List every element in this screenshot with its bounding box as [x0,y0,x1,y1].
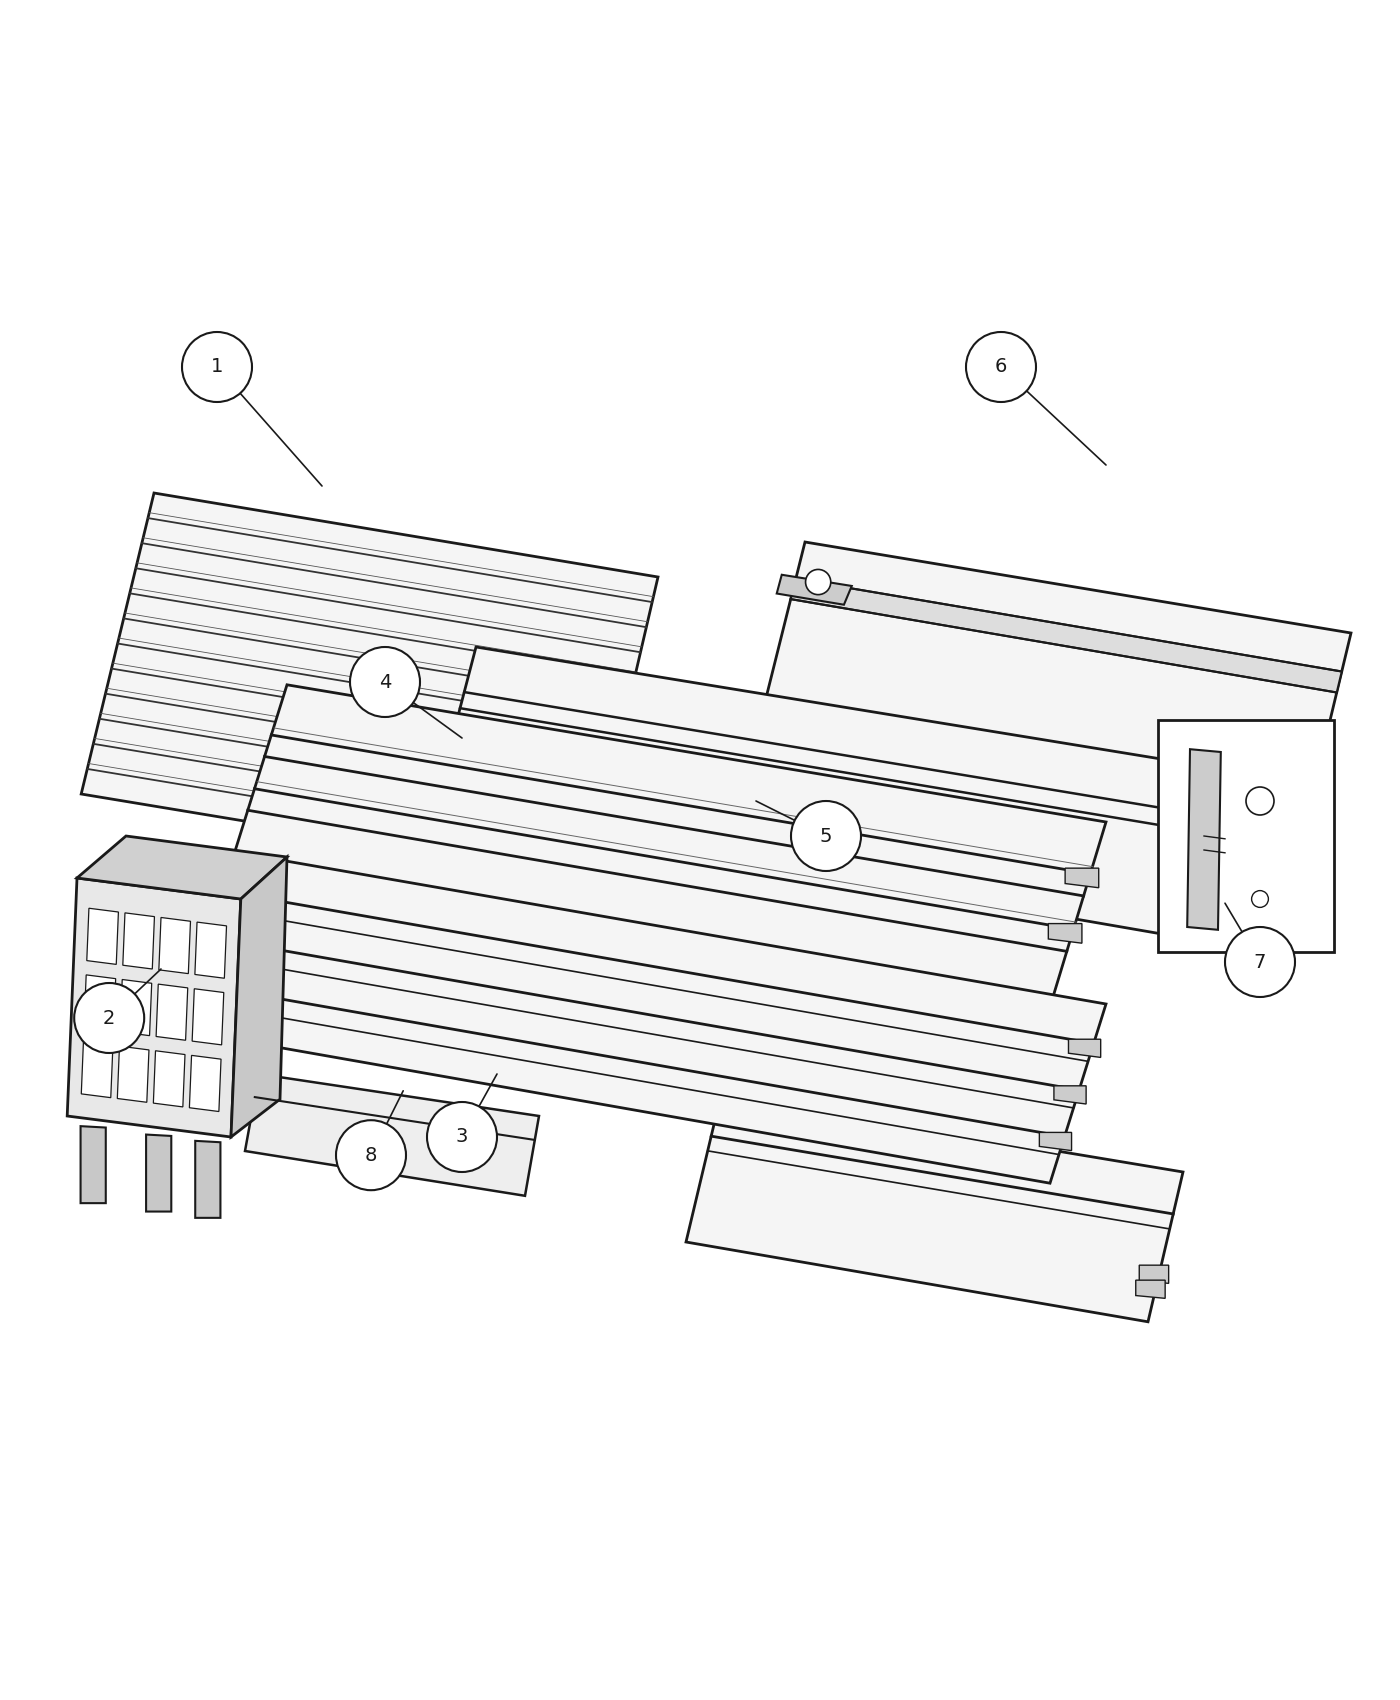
Polygon shape [118,1046,148,1102]
Circle shape [350,648,420,717]
Text: 5: 5 [820,826,832,845]
Text: 4: 4 [379,673,391,692]
Circle shape [336,1120,406,1190]
Polygon shape [1168,808,1200,826]
Polygon shape [231,685,1106,1006]
FancyBboxPatch shape [1158,719,1334,952]
Polygon shape [1054,1086,1086,1103]
Polygon shape [158,918,190,974]
Polygon shape [195,1141,220,1217]
Polygon shape [154,1051,185,1107]
Polygon shape [1049,923,1082,944]
Polygon shape [763,542,1351,807]
Polygon shape [81,493,658,877]
Polygon shape [192,989,224,1046]
Polygon shape [231,857,287,1137]
Polygon shape [87,908,119,964]
Circle shape [966,332,1036,401]
Polygon shape [146,1134,171,1212]
Polygon shape [1135,1280,1165,1299]
Circle shape [805,570,830,595]
Polygon shape [81,1125,106,1204]
Polygon shape [434,648,1204,933]
Text: 3: 3 [456,1127,468,1146]
Polygon shape [777,575,851,605]
Polygon shape [1299,753,1329,768]
Polygon shape [77,836,287,899]
Text: 8: 8 [365,1146,377,1165]
Polygon shape [84,974,116,1030]
Polygon shape [195,921,227,978]
Text: 6: 6 [995,357,1007,376]
Circle shape [427,1102,497,1171]
Circle shape [74,983,144,1052]
Polygon shape [81,1042,113,1098]
Polygon shape [120,979,151,1035]
Polygon shape [1039,1132,1071,1151]
Text: 2: 2 [104,1008,115,1027]
Polygon shape [231,862,1106,1183]
Text: 7: 7 [1254,952,1266,971]
Polygon shape [686,1095,1183,1323]
Circle shape [791,801,861,870]
Text: 1: 1 [211,357,223,376]
Polygon shape [1065,869,1099,887]
Polygon shape [1187,750,1221,930]
Polygon shape [245,1074,539,1195]
Polygon shape [1068,1039,1100,1057]
Circle shape [1252,891,1268,908]
Polygon shape [157,984,188,1040]
Circle shape [182,332,252,401]
Circle shape [1246,787,1274,814]
Circle shape [1225,927,1295,996]
Polygon shape [1140,1265,1169,1284]
Polygon shape [123,913,154,969]
Polygon shape [189,1056,221,1112]
Polygon shape [1294,777,1323,790]
Polygon shape [791,580,1341,692]
Polygon shape [67,877,241,1137]
